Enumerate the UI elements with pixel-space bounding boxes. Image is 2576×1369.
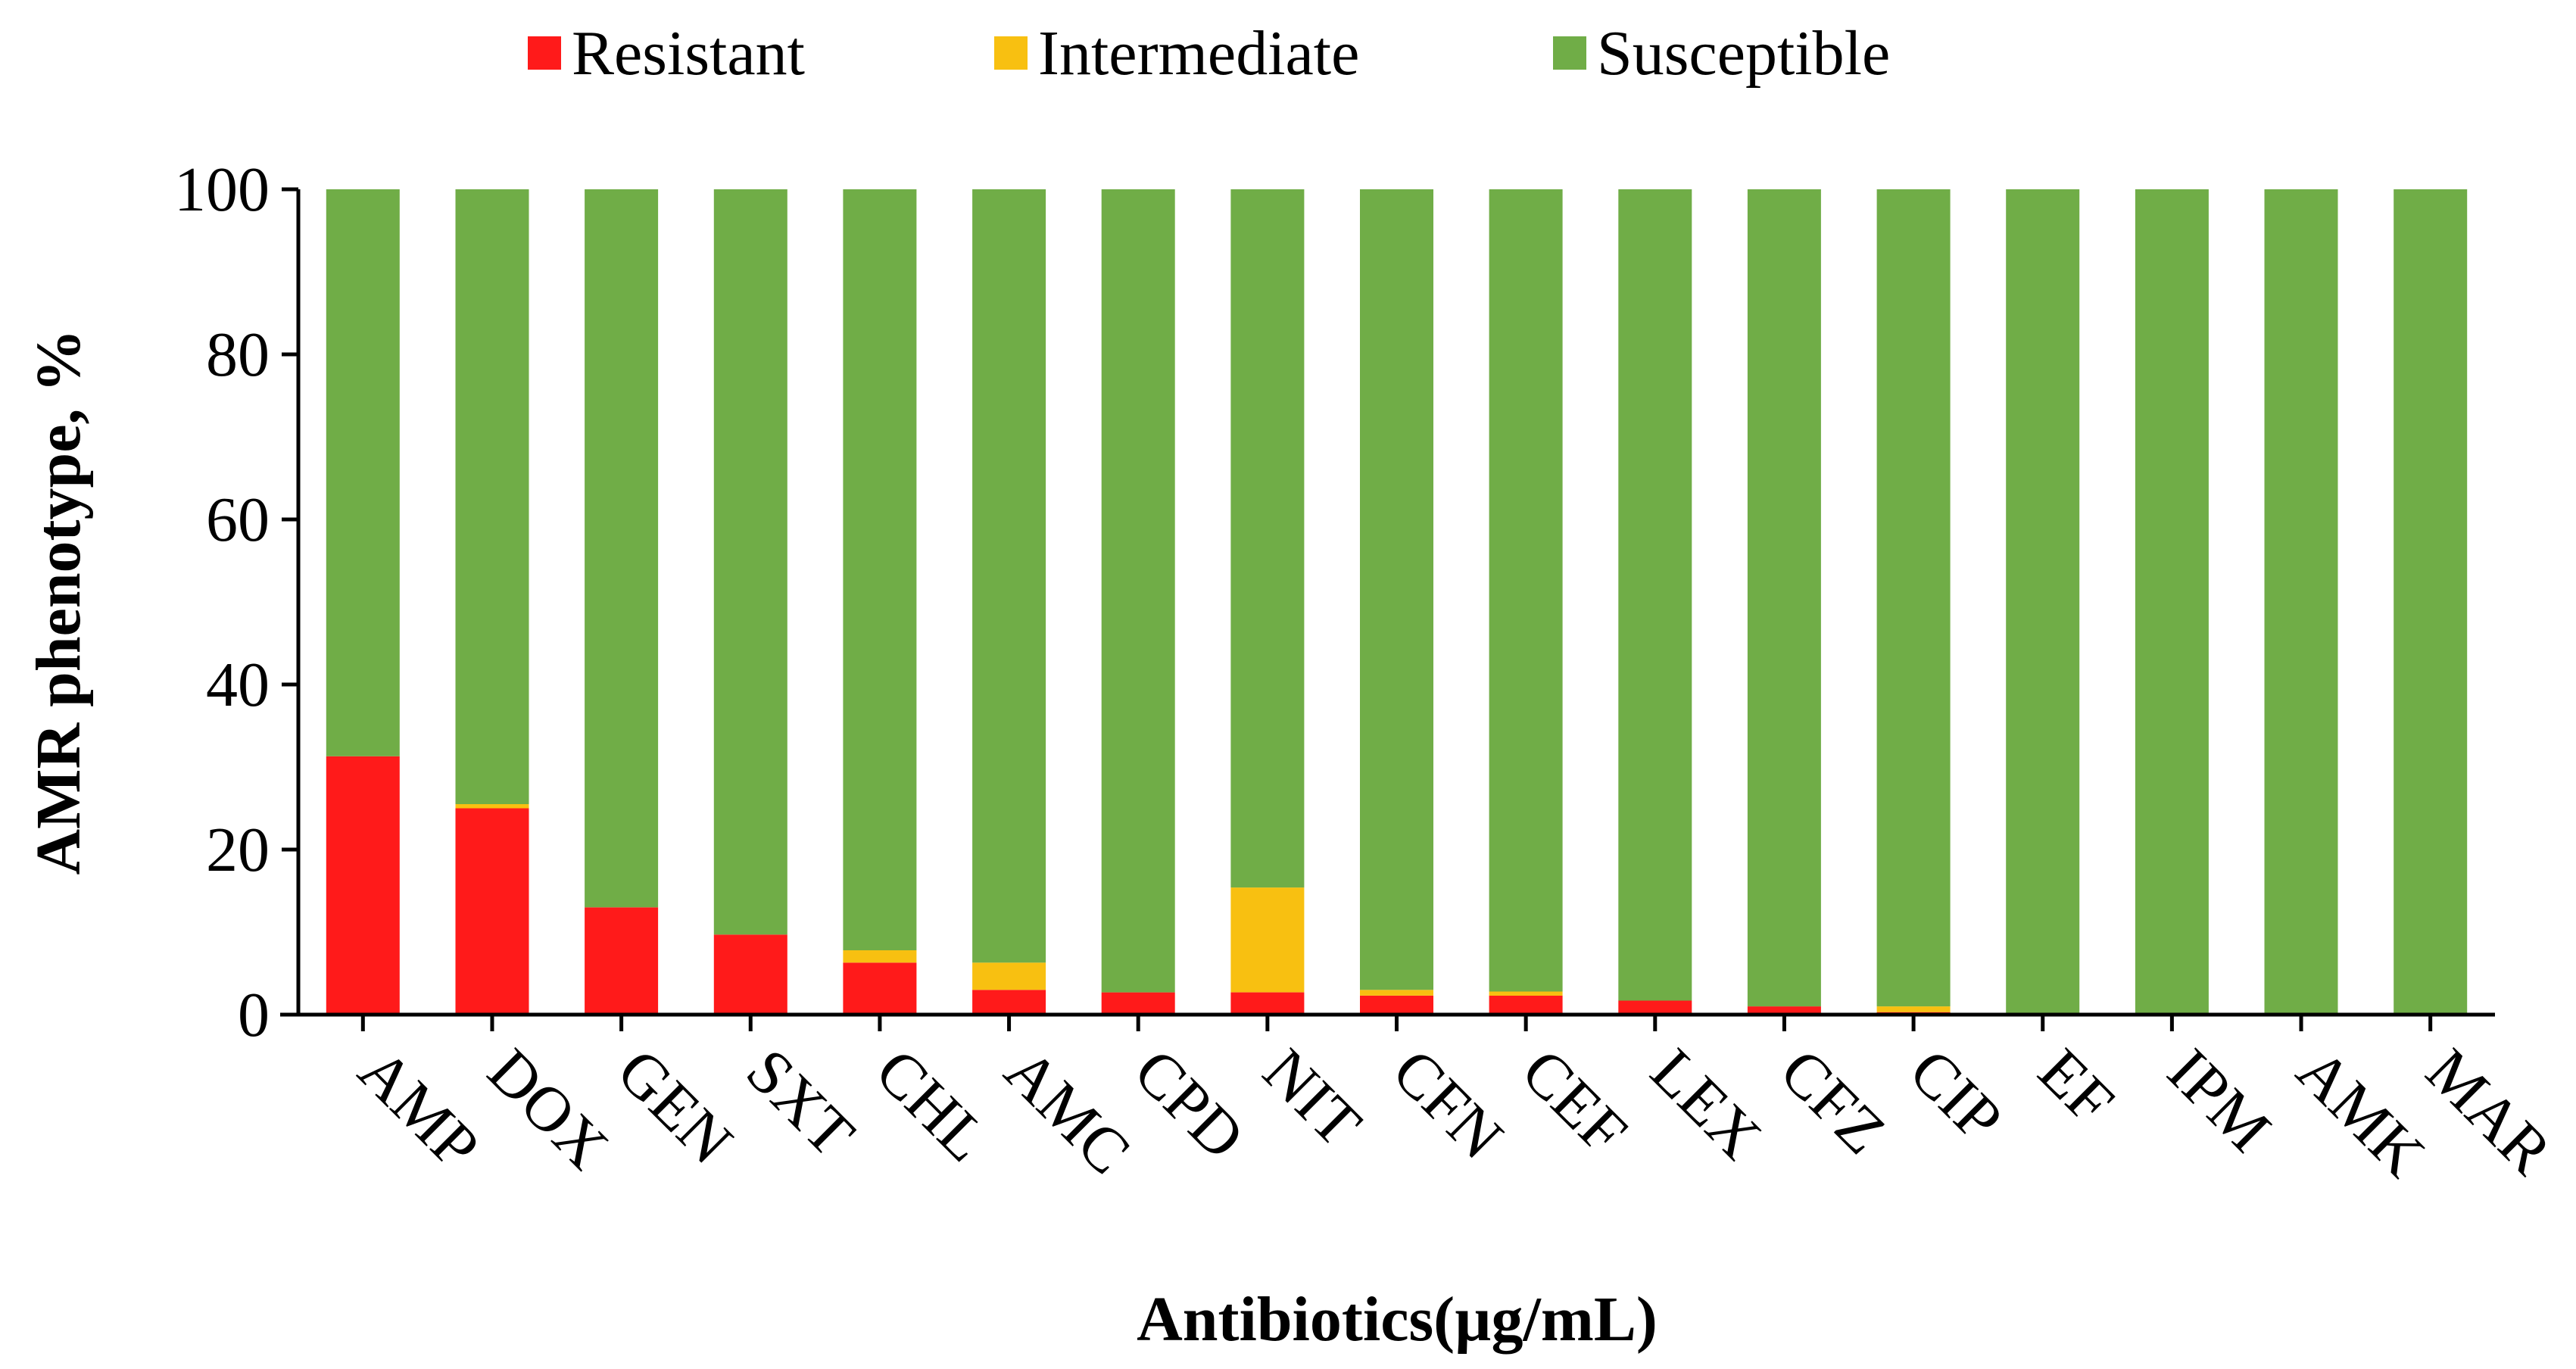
bar-nit-susceptible [1230,189,1305,888]
bar-amk-susceptible [2264,189,2338,1015]
legend-label-intermediate: Intermediate [1038,18,1359,89]
x-tick-label-gen: GEN [603,1036,746,1178]
bar-mar-susceptible [2394,189,2468,1015]
legend-swatch-susceptible [1553,36,1586,70]
bar-gen-susceptible [585,189,659,908]
x-tick-label-cpd: CPD [1121,1036,1258,1173]
legend-swatch-resistant [528,36,561,70]
legend-label-resistant: Resistant [572,18,805,89]
x-tick-label-nit: NIT [1249,1036,1374,1161]
bar-nit-intermediate [1230,887,1305,993]
y-tick-label-60: 60 [206,485,270,555]
x-tick-label-cip: CIP [1896,1036,2016,1155]
y-tick-label-100: 100 [174,154,270,225]
x-tick-label-dox: DOX [475,1036,622,1183]
bar-stacks [326,189,2468,1015]
bar-amc-susceptible [972,189,1046,963]
x-tick-label-mar: MAR [2412,1036,2565,1188]
bar-amc-intermediate [972,962,1046,990]
bar-lex-susceptible [1618,189,1692,1001]
bar-amp-susceptible [326,189,400,756]
x-axis-title: Antibiotics(µg/mL) [1137,1284,1658,1355]
bar-ef-susceptible [2006,189,2080,1015]
x-tick-label-amp: AMP [345,1036,493,1183]
y-axis-ticks: 0 20 40 60 80 100 [174,154,298,1050]
y-tick-label-0: 0 [238,980,270,1050]
bar-cef-susceptible [1489,189,1563,992]
x-tick-label-chl: CHL [862,1036,1002,1176]
y-tick-label-20: 20 [206,815,270,885]
bar-dox-intermediate [455,804,529,809]
x-tick-label-cfn: CFN [1379,1036,1516,1173]
bar-cef-resistant [1489,995,1563,1015]
x-tick-label-amc: AMC [991,1036,1143,1188]
x-tick-label-lex: LEX [1637,1036,1774,1173]
bar-dox-susceptible [455,189,529,804]
bar-nit-resistant [1230,992,1305,1015]
bar-cpd-resistant [1101,992,1175,1015]
bar-gen-resistant [585,907,659,1015]
bar-lex-resistant [1618,1000,1692,1015]
x-tick-label-cef: CEF [1508,1036,1641,1168]
bar-cpd-susceptible [1101,189,1175,993]
bar-cip-susceptible [1876,189,1951,1007]
bar-sxt-resistant [713,934,787,1015]
bar-cfn-intermediate [1360,990,1433,996]
bar-cfn-resistant [1360,995,1433,1015]
bar-ipm-susceptible [2135,189,2209,1015]
x-tick-label-amk: AMK [2284,1036,2438,1190]
bar-cip-intermediate [1876,1006,1951,1012]
y-tick-label-40: 40 [206,650,270,720]
legend-label-susceptible: Susceptible [1597,18,1890,89]
bar-chl-resistant [843,962,917,1015]
y-axis-title: AMR phenotype, % [23,329,94,875]
bar-cfz-susceptible [1747,189,1821,1007]
bar-sxt-susceptible [713,189,787,935]
bar-cfn-susceptible [1360,189,1433,990]
bar-cfz-resistant [1747,1006,1821,1015]
x-tick-label-ef: EF [2025,1036,2127,1138]
bar-cef-intermediate [1489,991,1563,996]
bar-chl-intermediate [843,950,917,963]
y-tick-label-80: 80 [206,320,270,390]
bar-dox-resistant [455,808,529,1015]
legend-swatch-intermediate [994,36,1028,70]
x-tick-label-sxt: SXT [733,1036,868,1171]
bar-amc-resistant [972,990,1046,1015]
x-tick-label-ipm: IPM [2154,1036,2284,1165]
legend: Resistant Intermediate Susceptible [528,18,1890,89]
bar-chl-susceptible [843,189,917,950]
x-tick-label-cfz: CFZ [1767,1036,1899,1168]
bar-amp-resistant [326,756,400,1015]
